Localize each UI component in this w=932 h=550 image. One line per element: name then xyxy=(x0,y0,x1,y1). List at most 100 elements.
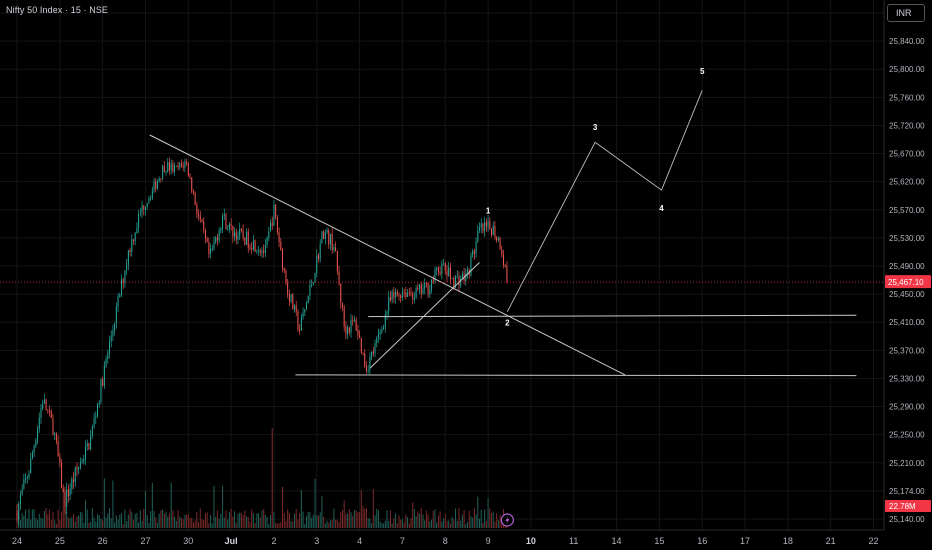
volume-bar xyxy=(473,508,475,528)
trendline[interactable] xyxy=(149,134,626,376)
volume-bar xyxy=(35,518,37,528)
candle-body xyxy=(232,225,234,237)
volume-bar xyxy=(199,508,201,528)
candle-body xyxy=(323,231,325,240)
candle-body xyxy=(297,311,299,330)
volume-bar xyxy=(275,522,277,528)
candle-body xyxy=(141,205,143,213)
volume-bar xyxy=(456,520,458,528)
candle-body xyxy=(16,510,18,520)
volume-bar xyxy=(244,510,246,528)
candle-body xyxy=(73,479,75,483)
volume-bar xyxy=(49,509,51,528)
volume-bar xyxy=(326,520,328,528)
candle-body xyxy=(427,283,429,295)
volume-bar xyxy=(172,510,174,528)
trendline[interactable] xyxy=(368,314,857,318)
candle-body xyxy=(293,305,296,310)
volume-bar xyxy=(220,513,222,528)
candle-body xyxy=(316,255,318,273)
candle-body xyxy=(54,433,56,435)
volume-bar xyxy=(21,513,23,528)
elliott-wave-path[interactable] xyxy=(506,90,703,312)
candle-body xyxy=(102,379,104,387)
candle-body xyxy=(504,265,506,267)
volume-bar xyxy=(223,517,225,528)
volume-bar xyxy=(228,511,230,528)
candle-body xyxy=(201,219,203,222)
candle-body xyxy=(186,161,188,163)
candle-body xyxy=(124,270,126,284)
candle-body xyxy=(88,443,90,450)
trendlines[interactable] xyxy=(0,134,884,377)
candle-body xyxy=(153,181,155,191)
candle-body xyxy=(369,357,371,371)
candle-body xyxy=(398,294,400,296)
candle-body xyxy=(50,410,52,418)
candle-body xyxy=(285,270,287,283)
candle-body xyxy=(222,216,224,230)
candle-body xyxy=(461,273,463,279)
candle-body xyxy=(389,297,391,301)
volume-bar xyxy=(239,512,241,528)
volume-bar xyxy=(160,510,162,528)
volume-bar xyxy=(254,523,256,528)
volume-bar xyxy=(465,523,467,528)
trendline[interactable] xyxy=(369,262,480,369)
candle-body xyxy=(252,240,254,250)
time-tick-label: 17 xyxy=(740,536,750,546)
candle-body xyxy=(64,491,66,507)
price-tick-label: 25,174.00 xyxy=(889,487,925,496)
candle-body xyxy=(258,250,260,252)
volume-bar xyxy=(180,517,182,528)
volume-bar xyxy=(477,496,479,528)
volume-bar xyxy=(186,514,188,528)
candle-body xyxy=(150,198,152,200)
candle-body xyxy=(172,163,174,172)
candle-body xyxy=(213,242,215,249)
candle-body xyxy=(295,305,297,312)
volume-bar xyxy=(126,521,128,528)
currency-button[interactable]: INR xyxy=(887,4,925,22)
candle-body xyxy=(35,440,37,447)
volume-bar xyxy=(314,478,316,528)
candle-body xyxy=(170,163,172,171)
candle-body xyxy=(458,275,460,286)
time-tick-label: 25 xyxy=(55,536,65,546)
volume-bar xyxy=(153,511,155,528)
candle-body xyxy=(478,227,481,231)
trendline[interactable] xyxy=(295,374,857,377)
candle-body xyxy=(350,320,352,333)
volume-bar xyxy=(19,520,21,528)
candle-body xyxy=(67,489,69,497)
candle-body xyxy=(114,323,116,331)
candle-body xyxy=(357,330,359,336)
volume-bar xyxy=(446,520,448,528)
volume-bar xyxy=(287,509,289,528)
candle-body xyxy=(237,236,239,240)
volume-bar xyxy=(162,509,164,528)
price-axis[interactable]: 25,880.0025,840.0025,800.0025,760.0025,7… xyxy=(883,0,932,550)
candle-body xyxy=(437,267,439,272)
candle-body xyxy=(379,331,381,334)
volume-bar xyxy=(329,520,331,528)
symbol-title: Nifty 50 Index · 15 · NSE xyxy=(6,5,109,15)
volume-bar xyxy=(369,518,371,528)
volume-bar xyxy=(23,515,25,528)
volume-bar xyxy=(347,513,349,528)
wave-projection[interactable] xyxy=(506,90,703,312)
candle-body xyxy=(211,248,213,250)
candle-body xyxy=(42,403,44,409)
candle-body xyxy=(444,263,446,271)
candle-body xyxy=(309,285,311,296)
candle-body xyxy=(71,479,73,489)
price-tick-label: 25,330.00 xyxy=(889,374,925,383)
time-axis[interactable]: 24 25 26 27 30 Jul 2 3 4 7 8 9 10 11 14 15 16 17 18 21 22 xyxy=(0,529,932,550)
volume-bar xyxy=(206,512,208,528)
volume-bar xyxy=(316,515,318,528)
candle-body xyxy=(79,462,81,468)
volume-bar xyxy=(376,508,378,528)
candle-body xyxy=(122,279,124,284)
volume-bar xyxy=(40,517,42,528)
